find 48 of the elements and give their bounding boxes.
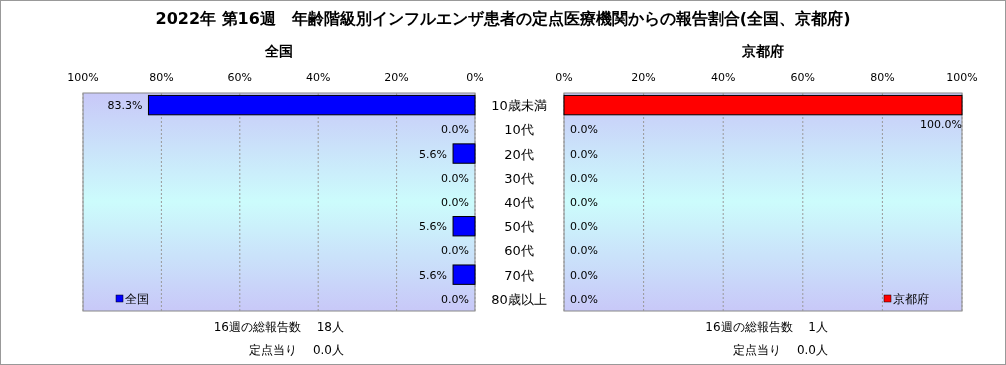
x-tick-label: 40%	[710, 71, 736, 84]
data-label: 0.0%	[441, 292, 469, 306]
x-tick-label: 100%	[946, 71, 978, 84]
y-tick-label: 10代	[504, 122, 534, 138]
data-label: 0.0%	[441, 171, 469, 185]
chart-subtitle: 京都府	[741, 43, 784, 59]
text: 定点当り 0.0人	[249, 343, 344, 357]
x-tick-label: 20%	[631, 71, 656, 84]
y-tick-label: 30代	[504, 170, 534, 186]
y-tick-label: 80歳以上	[491, 291, 547, 307]
data-label: 0.0%	[570, 196, 598, 209]
y-tick-label: 10歳未満	[491, 98, 547, 114]
legend-label: 京都府	[893, 292, 929, 306]
data-label: 0.0%	[570, 147, 598, 161]
y-tick-label: 60代	[504, 243, 534, 259]
y-tick-label: 40代	[504, 195, 534, 210]
x-tick-label: 60%	[790, 71, 816, 84]
legend-label: 全国	[125, 292, 149, 306]
data-label: 83.3%	[107, 99, 143, 113]
data-label: 0.0%	[570, 268, 598, 282]
y-tick-label: 20代	[504, 146, 534, 162]
x-tick-label: 80%	[149, 71, 174, 84]
text: 16週の総報告数 18人	[213, 320, 344, 334]
data-label: 0.0%	[570, 171, 598, 185]
x-tick-label: 20%	[384, 71, 409, 84]
data-label: 100.0%	[920, 117, 962, 131]
x-tick-label: 0%	[555, 71, 573, 84]
text: 16週の総報告数 1人	[705, 320, 828, 334]
data-label: 0.0%	[441, 244, 469, 258]
y-tick-label: 70代	[504, 267, 534, 283]
data-label: 0.0%	[570, 220, 598, 234]
x-tick-label: 100%	[67, 71, 99, 84]
x-tick-label: 80%	[870, 71, 895, 84]
x-tick-label: 40%	[305, 71, 331, 84]
data-label: 5.6%	[419, 268, 448, 282]
x-tick-label: 60%	[227, 71, 253, 84]
data-label: 0.0%	[570, 244, 598, 258]
text: 定点当り 0.0人	[733, 343, 828, 357]
data-label: 0.0%	[570, 123, 598, 137]
chart-subtitle: 全国	[264, 43, 293, 59]
y-tick-label: 50代	[504, 219, 534, 235]
data-label: 0.0%	[570, 292, 598, 306]
chart-title: 2022年 第16週 年齢階級別インフルエンザ患者の定点医療機関からの報告割合(全国、京都府)	[155, 9, 851, 28]
x-tick-label: 0%	[466, 71, 484, 84]
data-label: 0.0%	[441, 196, 469, 209]
data-label: 5.6%	[419, 147, 448, 161]
data-label: 0.0%	[441, 123, 469, 137]
data-label: 5.6%	[419, 220, 448, 234]
